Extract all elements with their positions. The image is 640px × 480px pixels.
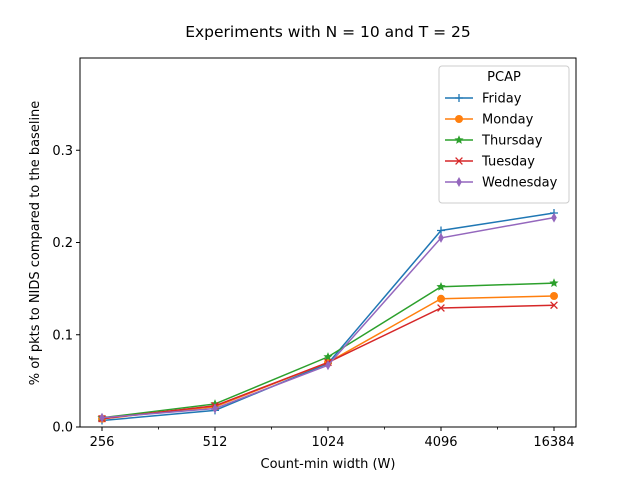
data-point [455, 94, 463, 102]
data-point [99, 412, 105, 423]
legend-label: Friday [482, 92, 522, 107]
y-tick-label: 0.0 [52, 421, 73, 436]
data-point [438, 232, 444, 243]
data-point [456, 177, 462, 187]
series-line-wednesday [101, 216, 555, 419]
y-tick-label: 0.2 [52, 236, 73, 251]
legend-label: Thursday [481, 134, 543, 149]
legend-label: Tuesday [481, 155, 535, 170]
x-tick-label: 256 [90, 435, 115, 450]
data-point [323, 352, 333, 361]
legend-label: Wednesday [482, 176, 558, 191]
series-line-friday [101, 212, 555, 422]
data-point [455, 157, 463, 165]
legend-box [438, 65, 570, 204]
legend-item: Friday [445, 92, 522, 107]
series-line-thursday [101, 282, 555, 419]
data-point [325, 360, 331, 371]
y-tick-label: 0.1 [52, 328, 73, 343]
y-axis-label: % of pkts to NIDS compared to the baseli… [28, 101, 43, 386]
legend-label: Monday [482, 113, 534, 128]
legend: PCAP Friday Monday Thursday Tuesday Wednesday [438, 65, 570, 204]
data-point [454, 135, 464, 144]
legend-title: PCAP [487, 70, 521, 85]
data-point [436, 281, 446, 291]
legend-item: Tuesday [445, 155, 535, 170]
data-point [550, 301, 558, 310]
chart-title: Experiments with N = 10 and T = 25 [185, 23, 471, 41]
x-tick-label: 16384 [533, 435, 574, 450]
data-point [550, 292, 558, 301]
legend-item: Thursday [445, 134, 543, 149]
x-axis-label: Count-min width (W) [261, 457, 396, 472]
legend-item: Wednesday [445, 176, 558, 191]
x-tick-label: 4096 [424, 435, 457, 450]
data-point [551, 212, 557, 223]
plot-area: 256 512 1024 4096 16384 0.0 0.1 0.2 0.3 [52, 57, 577, 450]
x-tick-label: 1024 [311, 435, 344, 450]
data-point [437, 294, 445, 303]
legend-item: Monday [445, 113, 534, 128]
data-point [455, 115, 463, 123]
x-tick-label: 512 [203, 435, 228, 450]
data-point [437, 304, 445, 312]
data-point [212, 403, 218, 414]
y-tick-label: 0.3 [52, 144, 73, 159]
data-point [549, 278, 559, 287]
